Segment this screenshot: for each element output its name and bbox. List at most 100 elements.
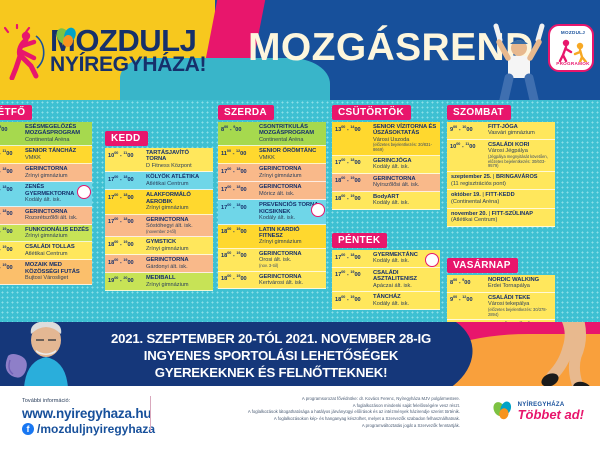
event-time: 1700 - 1800: [221, 202, 247, 211]
event-details: GERINCTORNA Zrínyi gimnázium: [25, 166, 89, 179]
event-details: ALAKFORMÁLÓ AEROBIK Zrínyi gimnázium: [146, 192, 210, 211]
poster-footer: További információ: www.nyiregyhaza.hu f…: [0, 386, 600, 460]
event-time: 1800 - 1900: [108, 257, 134, 266]
event-time: 1700 - 1800: [108, 192, 134, 201]
kids-activity-icon: [425, 253, 439, 267]
day-column-szombat: SZOMBAT 900 - 1000 FITT-JÓGA Vasvári gimnáz…: [447, 102, 555, 228]
event-place: Kodály ált. isk.: [259, 215, 296, 222]
event-row: 1700 - 1800 PREVENCIÓS TORNA KICSIKNEK Kod…: [218, 200, 326, 225]
event-time: 1800 - 1900: [335, 176, 361, 185]
event-name: GERINCTORNA: [373, 175, 416, 182]
event-row: 1800 - 1900 GERINCTORNA Kertvárosi ált. is…: [218, 271, 326, 290]
day-header: SZERDA: [218, 105, 274, 120]
event-time: 1100 - 1200: [221, 148, 247, 157]
legal-line: A foglalkozáson mindenki saját felelőssé…: [352, 402, 460, 408]
event-name: FUNKCIONÁLIS EDZÉS: [25, 226, 89, 233]
day-header: HÉTFŐ: [0, 105, 33, 120]
event-place: VMKK: [25, 154, 41, 161]
event-note: (nov. 3-tól): [259, 262, 279, 268]
event-details: GERINCTORNA Rozsrétszőlői ált. isk.: [25, 209, 89, 222]
event-time: 1000 - 1100: [0, 148, 13, 157]
event-name: MEDIBALL: [146, 275, 176, 282]
kids-activity-icon: [311, 203, 325, 218]
special-event-title: október 19. | FITT-KEDD: [451, 192, 515, 199]
event-row: 1100 - 1200 SENIOR ÖRÖMTÁNC VMKK: [218, 146, 326, 165]
event-place: Kertvárosi ált. isk.: [259, 279, 304, 286]
event-time: 1700 - 1800: [335, 158, 361, 167]
event-name: GERINCTORNA: [25, 208, 68, 215]
special-event-place: (Continental Aréna): [451, 199, 500, 206]
event-details: CSALÁDI TEKE Városi tekepálya (előzetes be…: [488, 295, 552, 317]
event-time: 1700 - 1800: [0, 184, 13, 193]
event-row: 1800 - 1900 GYMSTICK Zrínyi gimnázium: [105, 237, 213, 256]
event-details: NORDIC WALKING Erdei Tornapálya: [488, 277, 552, 290]
event-row: 900 - 1200 CSALÁDI TEKE Városi tekepálya (e…: [447, 292, 555, 321]
day-column-péntek: PÉNTEK 1700 - 1800 GYERMEKTÁNC Kodály ált. …: [332, 230, 440, 311]
event-details: ZENÉS GYERMEKTORNA Kodály ált. isk.: [25, 184, 89, 203]
event-time: 1700 - 1800: [221, 184, 247, 193]
event-name: NORDIC WALKING: [488, 277, 540, 283]
event-name: CSALÁDI TEKE: [488, 294, 531, 301]
event-row: 1800 - 1900 MOZAIK MED KÖZÖSSÉGI FUTÁSBuj…: [0, 260, 92, 285]
website-link[interactable]: www.nyiregyhaza.hu: [22, 406, 152, 421]
event-name: TÁNCHÁZ: [373, 294, 401, 301]
event-place: Városi Uszoda: [373, 136, 410, 143]
special-event-title: szeptember 25. | BRINGAVÁROS: [451, 173, 538, 180]
schedule-area: HÉTFŐ 800 - 900 ESÉSMEGELŐZÉS MOZGÁSPROGRA…: [0, 100, 600, 348]
event-time: 1800 - 1900: [221, 251, 247, 260]
legal-line: A programváltoztatás jogát a Szervezők f…: [361, 422, 460, 428]
event-time: 1700 - 1900: [335, 270, 361, 279]
event-name: KÖLYÖK ATLÉTIKA: [146, 174, 200, 181]
event-row: 1800 - 1900 GERINCTORNA Gárdonyi ált. isk.: [105, 255, 213, 274]
event-place: Bujtosi Városliget: [25, 275, 69, 282]
event-name: ESÉSMEGELŐZÉS MOZGÁSPROGRAM: [25, 124, 81, 137]
event-details: KÖLYÖK ATLÉTIKA Atlétikai Centrum: [146, 174, 210, 187]
event-details: GERINCTORNA Zrínyi gimnázium: [259, 166, 323, 179]
event-place: Városi tekepálya: [488, 301, 530, 308]
event-place: Móricz ált. isk.: [259, 190, 295, 197]
event-place: Continental Aréna: [259, 136, 304, 143]
event-row: 1800 - 1900 BodyART Kodály ált. isk.: [332, 191, 440, 210]
event-details: CSALÁDI KORI Városi Jégpálya (Jégpálya meg…: [488, 142, 552, 169]
banner-line3: GYEREKEKNEK ÉS FELNŐTTEKNEK!: [154, 364, 388, 380]
header-teal-shape: [120, 58, 330, 105]
event-details: SENIOR TÁNCHÁZ VMKK: [25, 148, 89, 161]
mozdulj-programok-badge: MOZDULJ PROGRAMOK: [548, 24, 594, 72]
event-name: GERINCTORNA: [259, 166, 302, 173]
event-time: 1800 - 1900: [335, 294, 361, 303]
event-note: (előzetes bejelentkezés: 30/378-2894): [488, 306, 547, 317]
event-name: GERINCTORNA: [25, 166, 68, 173]
event-time: 1800 - 1900: [221, 227, 247, 235]
banner-text: 2021. SZEPTEMBER 20-TÓL 2021. NOVEMBER 2…: [96, 331, 446, 382]
event-details: GERINCTORNA Kertvárosi ált. isk.: [259, 274, 323, 287]
flower-logo-icon: [56, 27, 76, 47]
event-name: GYMSTICK: [146, 239, 177, 246]
event-name: LATIN KARDIÓ FITNESZ: [259, 226, 300, 239]
banner-line1: 2021. SZEPTEMBER 20-TÓL 2021. NOVEMBER 2…: [110, 331, 432, 346]
event-time: 1700 - 1800: [221, 166, 247, 175]
event-place: Zrínyi gimnázium: [25, 172, 68, 179]
event-details: GERINCTORNA Orosi ált. isk. (nov. 3-tól): [259, 251, 323, 269]
event-place: Kodály ált. isk.: [373, 164, 410, 171]
facebook-handle: /mozduljnyiregyhaza: [37, 422, 156, 436]
badge-top-label: MOZDULJ: [560, 30, 586, 35]
legal-line: A foglalkozások látogathatósága a hatály…: [247, 409, 460, 415]
facebook-link[interactable]: f /mozduljnyiregyhaza: [22, 422, 155, 436]
event-place: Erdei Tornapálya: [488, 283, 530, 290]
event-time: 1800 - 1900: [0, 262, 13, 271]
event-name: GERINCTORNA: [259, 250, 302, 257]
badge-bottom-label: PROGRAMOK: [556, 61, 590, 66]
event-place: Atlétikai Centrum: [146, 180, 189, 187]
event-place: Zrínyi gimnázium: [146, 245, 189, 252]
event-row: 1700 - 1800 GERINCTORNA Móricz ált. isk.: [218, 182, 326, 201]
campaign-banner: 2021. SZEPTEMBER 20-TÓL 2021. NOVEMBER 2…: [0, 322, 600, 388]
event-details: MEDIBALL Zrínyi gimnázium: [146, 275, 210, 288]
event-details: MOZAIK MED KÖZÖSSÉGI FUTÁS Bujtosi Városl…: [25, 262, 89, 281]
event-name: ZENÉS GYERMEKTORNA: [25, 184, 75, 197]
event-name: GERINCTORNA: [259, 184, 302, 191]
event-row: 1300 - 1400 SENIOR VÍZITORNA ÉS ÚSZÁSOKTA…: [332, 122, 440, 156]
event-details: GYERMEKTÁNC Kodály ált. isk.: [373, 252, 437, 265]
